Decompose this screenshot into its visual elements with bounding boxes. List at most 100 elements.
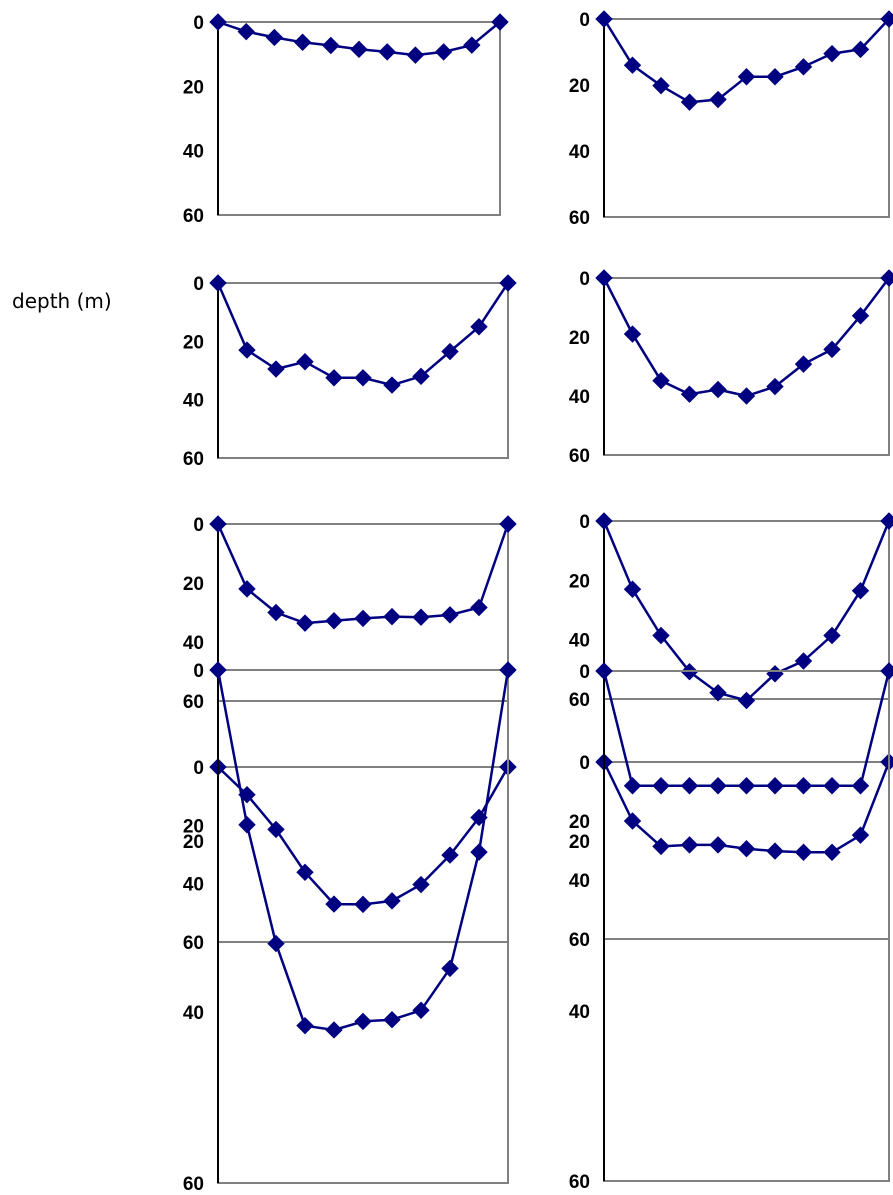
data-point-marker (737, 777, 756, 795)
data-point-marker (383, 1010, 401, 1029)
y-tick-label: 60 (569, 208, 590, 229)
y-tick-label: 40 (183, 1003, 204, 1024)
data-point-marker (267, 820, 285, 839)
series-line (602, 277, 890, 398)
data-point-marker (680, 93, 699, 111)
plot-frame (217, 766, 509, 943)
data-point-marker (470, 843, 488, 861)
data-point-marker (851, 777, 870, 795)
data-point-marker (325, 1021, 343, 1039)
data-point-marker (293, 33, 312, 51)
data-point-marker (652, 76, 670, 95)
panel-9: 0 20 40 60 (183, 661, 517, 1195)
data-point-marker (441, 606, 459, 624)
series-line (602, 18, 890, 104)
data-point-marker (238, 816, 256, 834)
y-tick-label: 0 (579, 10, 590, 31)
series-line (602, 520, 891, 702)
data-point-marker (652, 837, 670, 856)
data-point-marker (491, 13, 509, 31)
data-point-marker (737, 691, 756, 710)
y-tick-label: 60 (183, 206, 204, 227)
y-tick-label: 20 (569, 571, 590, 592)
data-point-marker (766, 377, 784, 396)
panel-6: 0 20 40 60 (569, 512, 893, 711)
data-point-marker (296, 614, 314, 632)
y-tick-label: 20 (183, 77, 204, 98)
y-tick-label: 0 (193, 274, 204, 295)
y-tick-label: 60 (569, 1172, 590, 1193)
panels-group: 0 20 40 60 0 20 40 60 0 20 40 60 0 20 40 60 0 20 40 60 0 20 40… (183, 10, 893, 1195)
y-tick-label: 40 (569, 631, 590, 652)
data-point-marker (441, 846, 459, 864)
series-line (216, 523, 510, 625)
y-tick-label: 0 (193, 13, 204, 34)
data-point-marker (851, 582, 870, 600)
data-point-marker (737, 387, 756, 405)
y-tick-label: 20 (183, 332, 204, 353)
panel-2: 0 20 40 60 (569, 10, 893, 229)
y-axis-label: depth (m) (12, 289, 112, 313)
data-point-marker (354, 1012, 372, 1031)
data-point-marker (851, 826, 870, 844)
data-point-marker (267, 934, 285, 953)
data-point-marker (680, 385, 699, 403)
y-tick-label: 0 (193, 515, 204, 536)
data-point-marker (412, 367, 430, 386)
y-tick-label: 40 (183, 875, 204, 896)
data-point-marker (237, 22, 255, 41)
data-point-marker (325, 369, 343, 387)
data-point-marker (595, 512, 613, 530)
series-line (602, 670, 891, 788)
data-point-marker (209, 515, 227, 533)
y-tick-label: 60 (569, 930, 590, 951)
data-point-marker (823, 777, 841, 795)
plot-frame (603, 277, 890, 456)
data-point-marker (652, 777, 670, 795)
data-point-marker (823, 44, 841, 63)
data-point-marker (296, 1016, 314, 1035)
panel-8: 0 20 40 60 (569, 753, 893, 951)
y-tick-label: 60 (183, 449, 204, 470)
data-point-marker (296, 863, 314, 881)
y-tick-label: 0 (579, 269, 590, 290)
y-tick-label: 20 (569, 328, 590, 349)
data-point-marker (499, 661, 517, 679)
data-point-marker (880, 753, 893, 771)
data-point-marker (238, 341, 256, 359)
series-line (216, 669, 510, 1032)
data-point-marker (652, 371, 670, 390)
y-tick-label: 60 (569, 446, 590, 467)
data-point-marker (880, 269, 893, 287)
data-point-marker (851, 307, 870, 325)
data-point-marker (350, 40, 368, 59)
plot-frame (217, 669, 509, 1184)
panel-10: 0 20 40 60 (569, 662, 893, 1193)
data-point-marker (851, 40, 870, 59)
data-point-marker (383, 607, 401, 626)
data-point-marker (880, 10, 893, 28)
series-line (602, 761, 891, 854)
data-point-marker (623, 580, 642, 598)
data-point-marker (383, 376, 401, 394)
data-point-marker (794, 843, 813, 861)
data-point-marker (322, 36, 340, 55)
data-point-marker (623, 777, 642, 795)
data-point-marker (441, 959, 459, 978)
plot-frame (603, 670, 890, 1182)
data-point-marker (823, 626, 841, 645)
data-point-marker (325, 612, 343, 630)
panel-7: 0 20 40 60 (183, 758, 517, 954)
data-point-marker (209, 13, 227, 31)
data-point-marker (823, 340, 841, 359)
data-point-marker (296, 353, 314, 371)
data-point-marker (595, 10, 613, 28)
data-point-marker (595, 662, 613, 680)
y-tick-label: 40 (569, 387, 590, 408)
data-point-marker (766, 68, 784, 86)
y-tick-label: 40 (569, 871, 590, 892)
data-point-marker (766, 777, 784, 795)
panel-5: 0 20 40 60 (183, 515, 517, 713)
data-point-marker (680, 836, 699, 854)
